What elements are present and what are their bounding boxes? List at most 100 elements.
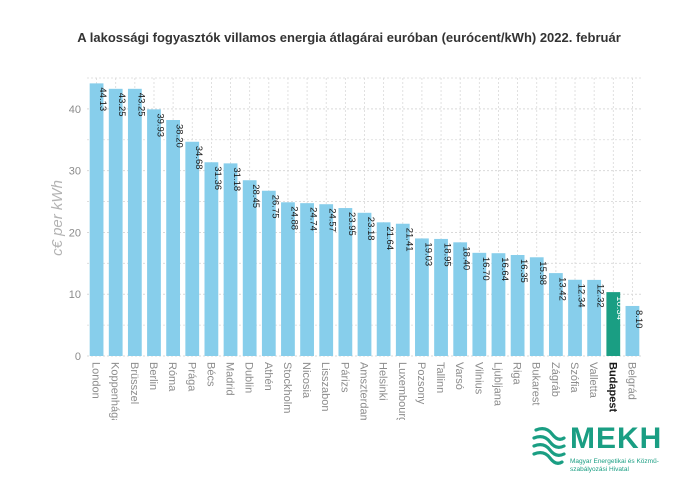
y-axis: 0 10 20 30 40 [69, 104, 81, 363]
bar-Ljubljana [491, 253, 506, 356]
logo-wordmark: MEKH [570, 422, 663, 455]
x-tick-label: London [90, 362, 102, 399]
y-tick-label: 20 [69, 227, 81, 239]
x-tick-label: Bukarest [530, 362, 542, 405]
bar-Stockholm [281, 202, 295, 356]
x-tick-label: Athén [262, 362, 274, 391]
bar-Bukarest [529, 257, 544, 356]
x-tick-label: Zágráb [549, 362, 561, 397]
bar-Budapest [606, 292, 621, 356]
data-label: 31.18 [231, 167, 242, 191]
bar-Amszterdam [357, 212, 372, 356]
mekh-logo: MEKH Magyar Energetikai és Közmű-szabály… [530, 420, 690, 480]
x-tick-label: Riga [511, 362, 523, 386]
bar-Varsó [453, 242, 468, 356]
mekh-logo-mark-icon [532, 427, 566, 465]
data-label: 43.25 [116, 93, 127, 117]
bar-Berlin [147, 109, 161, 356]
bar-Madrid [223, 163, 238, 356]
x-tick-label: Tallinn [434, 362, 446, 393]
logo-subtitle: Magyar Energetikai és Közmű-szabályozási… [570, 458, 659, 473]
data-label: 19.03 [422, 242, 433, 266]
data-label: 10.34 [614, 296, 625, 320]
y-tick-label: 0 [75, 351, 81, 363]
x-tick-label: Madrid [224, 362, 236, 396]
bar-London [89, 83, 104, 356]
bar-Párizs [338, 208, 353, 356]
data-label: 13.42 [556, 277, 567, 301]
x-tick-label: Helsinki [377, 362, 389, 401]
x-tick-label: Róma [166, 362, 178, 392]
bar-Bécs [204, 162, 219, 356]
x-tick-label: Luxembourg [396, 362, 408, 420]
chart-title: A lakossági fogyasztók villamos energia … [77, 30, 621, 45]
bar-Koppenhága [108, 88, 123, 357]
bar-Dublin [242, 180, 257, 356]
data-label: 39.93 [154, 113, 165, 137]
x-tick-label: Budapest [606, 362, 618, 412]
x-tick-label: Pozsony [415, 362, 427, 405]
bar-Brüsszel [127, 88, 142, 357]
bar-Riga [510, 254, 525, 356]
data-label: 12.34 [576, 284, 587, 308]
bar-Nicosia [300, 203, 314, 356]
data-label: 16.35 [518, 259, 529, 283]
x-tick-label: Dublin [243, 362, 255, 393]
bar-Vilnius [472, 252, 487, 356]
data-label: 21.41 [403, 228, 414, 252]
data-label: 21.64 [384, 226, 395, 250]
data-label: 44.13 [97, 87, 108, 111]
x-tick-label: Bécs [204, 362, 216, 387]
x-tick-label: Koppenhága [109, 362, 121, 420]
data-label: 28.45 [250, 184, 261, 208]
x-tick-label: Brüsszel [128, 362, 140, 404]
x-tick-label: Belgrád [625, 362, 637, 400]
bar-Athén [261, 190, 276, 356]
bar-Lisszabon [319, 204, 334, 356]
bar-Zágráb [548, 273, 563, 356]
x-tick-label: Prága [185, 362, 197, 392]
x-tick-label: Ljubljana [491, 362, 503, 407]
y-axis-label: c€ per kWh [49, 180, 66, 256]
data-label: 12.32 [595, 284, 606, 308]
bar-Belgrád [625, 305, 640, 356]
y-tick-label: 30 [69, 166, 81, 178]
x-tick-label: Szófia [568, 362, 580, 393]
data-label: 43.25 [135, 93, 146, 117]
bar-Helsinki [376, 222, 391, 356]
x-tick-label: Párizs [338, 362, 350, 393]
bar-Róma [166, 120, 181, 357]
bars: 44.13 43.25 43.25 39.93 38.20 34.68 31.36 31.18… [89, 83, 644, 357]
data-label: 16.64 [499, 257, 510, 281]
data-label: 23.95 [346, 212, 357, 236]
bar-Prága [185, 141, 200, 356]
y-tick-label: 40 [69, 104, 81, 116]
bar-Valletta [587, 279, 602, 356]
data-label: 15.98 [537, 261, 548, 285]
x-tick-label: Berlin [147, 362, 159, 390]
x-axis: London Koppenhága Brüsszel Berlin Róma Prága B… [90, 362, 638, 420]
data-label: 24.57 [327, 208, 338, 232]
data-label: 23.18 [365, 217, 376, 241]
data-label: 38.20 [174, 124, 185, 148]
data-label: 24.88 [288, 206, 299, 230]
x-tick-label: Stockholm [281, 362, 293, 413]
bar-Luxembourg [395, 223, 410, 356]
bar-chart: 0 10 20 30 40 44.13 43.25 43.25 39.93 38.20 34.68… [49, 77, 644, 420]
x-tick-label: Nicosia [300, 362, 312, 399]
data-label: 18.95 [442, 243, 453, 267]
data-label: 8.10 [633, 310, 644, 329]
x-tick-label: Varsó [453, 362, 465, 390]
data-label: 31.36 [212, 166, 223, 190]
bar-Szófia [568, 279, 582, 356]
data-label: 26.75 [269, 195, 280, 219]
x-tick-label: Valletta [587, 362, 599, 399]
x-tick-label: Vilnius [472, 362, 484, 395]
data-label: 24.74 [308, 207, 319, 231]
x-tick-label: Amszterdam [358, 362, 370, 420]
y-tick-label: 10 [69, 289, 81, 301]
data-label: 16.70 [480, 257, 491, 281]
data-label: 18.40 [461, 246, 472, 270]
data-label: 34.68 [193, 146, 204, 170]
x-tick-label: Lisszabon [319, 362, 331, 412]
